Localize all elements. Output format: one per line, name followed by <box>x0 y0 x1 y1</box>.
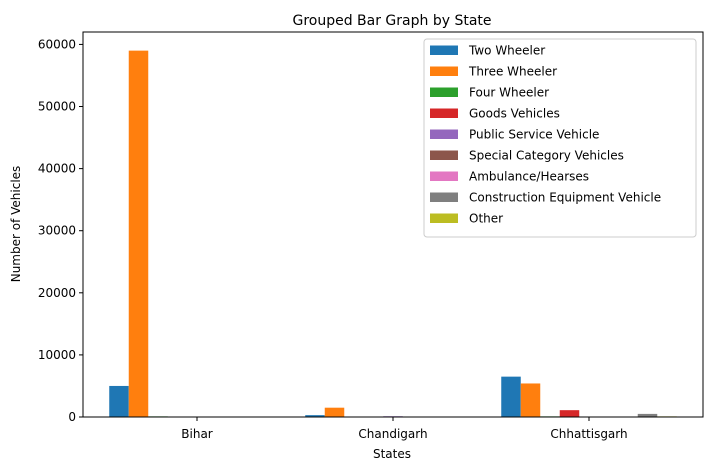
legend-swatch <box>430 172 458 182</box>
y-tick-label: 0 <box>68 410 76 424</box>
bar-chhattisgarh-0 <box>501 377 521 417</box>
bar-chhattisgarh-3 <box>560 410 580 417</box>
legend-label: Special Category Vehicles <box>469 149 624 163</box>
legend-swatch <box>430 67 458 77</box>
legend-label: Construction Equipment Vehicle <box>469 191 661 205</box>
bar-chhattisgarh-1 <box>521 383 541 417</box>
y-axis-label: Number of Vehicles <box>9 166 23 283</box>
legend-label: Ambulance/Hearses <box>469 170 589 184</box>
y-tick-label: 30000 <box>38 224 76 238</box>
legend-label: Public Service Vehicle <box>469 128 599 142</box>
legend-swatch <box>430 88 458 98</box>
legend-swatch <box>430 130 458 140</box>
y-tick-label: 20000 <box>38 286 76 300</box>
legend-swatch <box>430 109 458 119</box>
legend: Two Wheeler Three Wheeler Four Wheeler Good… <box>424 39 696 237</box>
y-axis: 0 10000 20000 30000 40000 50000 60000 <box>38 37 83 424</box>
legend-swatch <box>430 46 458 56</box>
legend-label: Other <box>469 212 503 226</box>
legend-label: Goods Vehicles <box>469 107 560 121</box>
bar-bihar-1 <box>129 51 149 417</box>
y-tick-label: 50000 <box>38 100 76 114</box>
x-tick-label: Chhattisgarh <box>550 427 627 441</box>
legend-swatch <box>430 214 458 224</box>
x-axis-label: States <box>373 447 411 461</box>
x-tick-label: Chandigarh <box>358 427 427 441</box>
bar-bihar-0 <box>109 386 129 417</box>
y-tick-label: 10000 <box>38 348 76 362</box>
legend-swatch <box>430 151 458 161</box>
bar-chandigarh-1 <box>325 408 345 417</box>
y-tick-label: 40000 <box>38 162 76 176</box>
legend-label: Two Wheeler <box>468 44 545 58</box>
legend-label: Three Wheeler <box>468 65 557 79</box>
legend-label: Four Wheeler <box>469 86 549 100</box>
x-tick-label: Bihar <box>181 427 213 441</box>
x-axis: Bihar Chandigarh Chhattisgarh <box>181 417 627 441</box>
y-tick-label: 60000 <box>38 37 76 51</box>
legend-swatch <box>430 193 458 203</box>
chart-title: Grouped Bar Graph by State <box>292 13 491 29</box>
